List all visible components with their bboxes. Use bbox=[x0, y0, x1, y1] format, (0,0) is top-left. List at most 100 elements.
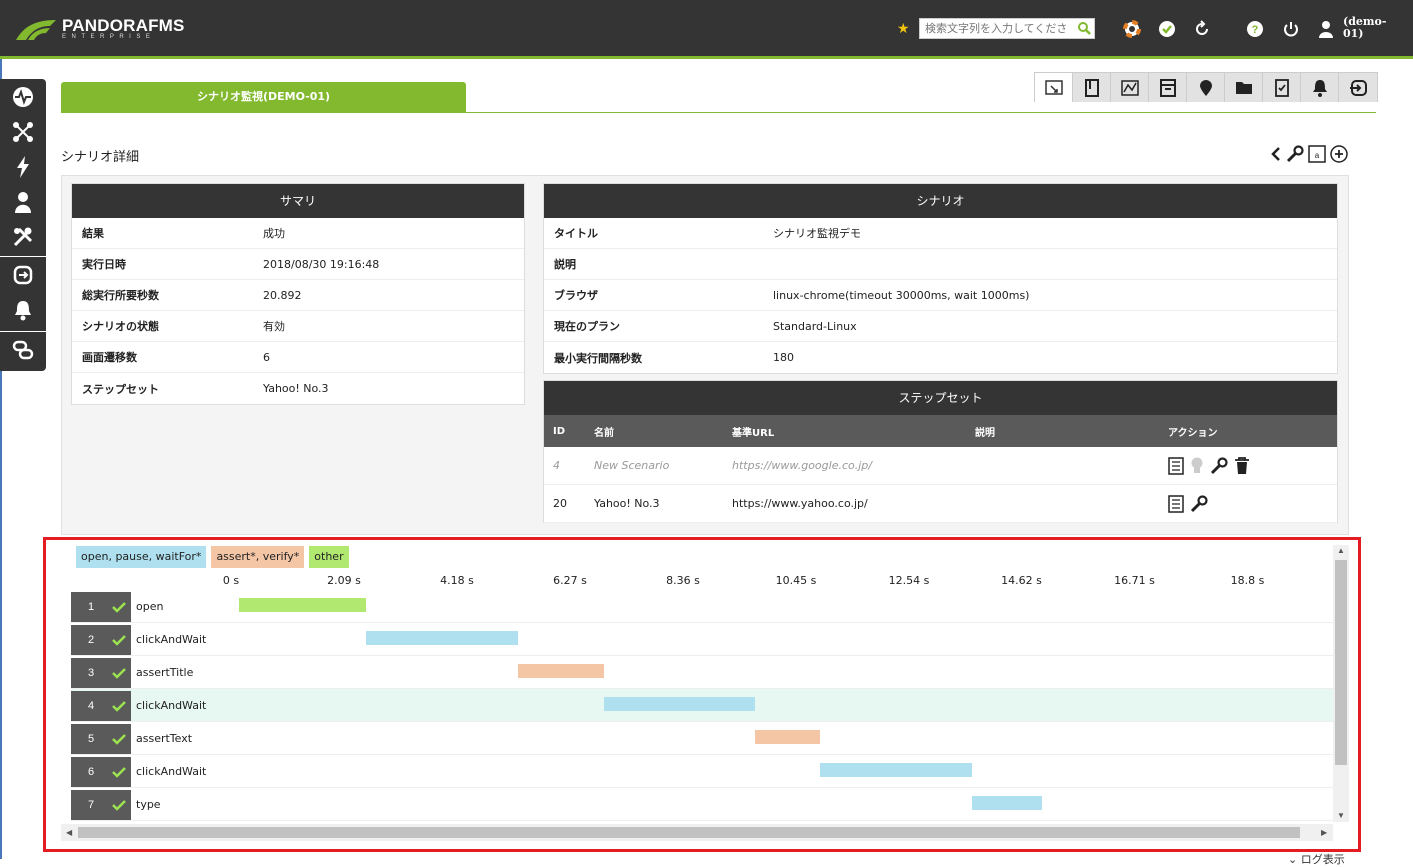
favorite-star-icon[interactable]: ★ bbox=[897, 20, 910, 36]
add-circle-icon[interactable] bbox=[1330, 145, 1348, 163]
back-chevron-icon[interactable] bbox=[1270, 146, 1282, 162]
sidebar-tools-icon[interactable] bbox=[10, 224, 36, 250]
scenario-panel: シナリオ タイトル シナリオ監視デモ 説明 ブラウザ linux-chrome(time… bbox=[543, 183, 1338, 374]
axis-tick-label: 10.45 s bbox=[775, 574, 817, 587]
info-row: 最小実行間隔秒数 180 bbox=[544, 342, 1337, 373]
user-icon[interactable] bbox=[1315, 18, 1337, 40]
lightbulb-icon[interactable] bbox=[1190, 457, 1204, 475]
gantt-bar[interactable] bbox=[820, 763, 972, 777]
sidebar-monitoring-icon[interactable] bbox=[10, 84, 36, 110]
delete-trash-icon[interactable] bbox=[1234, 456, 1250, 475]
sidebar-alerts-icon[interactable] bbox=[10, 297, 36, 323]
sidebar-links-icon[interactable] bbox=[10, 337, 36, 363]
gantt-row[interactable]: 6 clickAndWait bbox=[71, 755, 1333, 788]
scenario-heading: シナリオ bbox=[544, 184, 1337, 218]
tab-scenario-view-icon[interactable] bbox=[1035, 73, 1073, 102]
info-row: タイトル シナリオ監視デモ bbox=[544, 218, 1337, 249]
status-ok-icon[interactable] bbox=[1156, 18, 1178, 40]
gantt-highlight-frame bbox=[43, 537, 1361, 852]
lifebuoy-icon[interactable] bbox=[1121, 18, 1143, 40]
legend-item[interactable]: other bbox=[309, 546, 349, 568]
log-toggle[interactable]: ⌄ ログ表示 bbox=[1288, 851, 1345, 867]
info-value: 2018/08/30 19:16:48 bbox=[263, 257, 380, 271]
power-icon[interactable] bbox=[1280, 18, 1302, 40]
stepset-actions bbox=[1168, 456, 1337, 475]
screenshot-icon[interactable]: a bbox=[1308, 145, 1326, 163]
tab-book-icon[interactable] bbox=[1073, 73, 1111, 102]
logo[interactable]: PANDORAFMS ENTERPRISE bbox=[14, 16, 214, 44]
info-key: 総実行所要秒数 bbox=[82, 289, 159, 302]
vertical-scroll-thumb[interactable] bbox=[1335, 560, 1347, 765]
search-input[interactable] bbox=[920, 19, 1070, 38]
stepset-url: https://www.yahoo.co.jp/ bbox=[732, 497, 868, 510]
tab-alert-bell-icon[interactable] bbox=[1301, 73, 1339, 102]
step-command-name: open bbox=[136, 600, 164, 613]
stepset-row[interactable]: 20 Yahoo! No.3 https://www.yahoo.co.jp/ bbox=[544, 485, 1337, 523]
info-value: 180 bbox=[773, 351, 794, 364]
legend-item[interactable]: assert*, verify* bbox=[211, 546, 305, 568]
scroll-right-arrow-icon[interactable]: ▶ bbox=[1321, 828, 1328, 837]
step-number-cell: 5 bbox=[71, 724, 131, 754]
search-box[interactable] bbox=[919, 18, 1095, 39]
info-key: 実行日時 bbox=[82, 258, 126, 271]
gantt-legend: open, pause, waitFor* assert*, verify* oth… bbox=[76, 546, 349, 568]
axis-tick-label: 4.18 s bbox=[440, 574, 474, 587]
sidebar-extensions-icon[interactable] bbox=[10, 262, 36, 288]
gantt-bar[interactable] bbox=[239, 598, 367, 612]
user-label[interactable]: (demo-01) bbox=[1343, 15, 1387, 40]
info-value: シナリオ監視デモ bbox=[773, 227, 861, 240]
stepset-name: Yahoo! No.3 bbox=[594, 497, 660, 510]
tab-login-icon[interactable] bbox=[1339, 73, 1377, 102]
sidebar-events-icon[interactable] bbox=[10, 154, 36, 180]
gantt-bar[interactable] bbox=[971, 796, 1042, 810]
legend-item[interactable]: open, pause, waitFor* bbox=[76, 546, 207, 568]
tab-checklist-icon[interactable] bbox=[1263, 73, 1301, 102]
edit-wrench-icon[interactable] bbox=[1190, 494, 1208, 513]
tab-folder-icon[interactable] bbox=[1225, 73, 1263, 102]
tab-archive-icon[interactable] bbox=[1149, 73, 1187, 102]
info-row: 説明 bbox=[544, 249, 1337, 280]
stepset-heading: ステップセット bbox=[544, 381, 1337, 415]
gantt-bar[interactable] bbox=[604, 697, 756, 711]
col-url: 基準URL bbox=[732, 427, 775, 439]
tab-location-icon[interactable] bbox=[1187, 73, 1225, 102]
step-number: 3 bbox=[87, 667, 95, 679]
tab-graph-icon[interactable] bbox=[1111, 73, 1149, 102]
svg-text:a: a bbox=[1315, 151, 1320, 160]
stepset-row[interactable]: 4 New Scenario https://www.google.co.jp/ bbox=[544, 447, 1337, 485]
step-number: 5 bbox=[87, 733, 95, 745]
edit-wrench-icon[interactable] bbox=[1210, 456, 1228, 475]
info-key: 現在のプラン bbox=[554, 320, 620, 333]
sidebar-topology-icon[interactable] bbox=[10, 119, 36, 145]
gantt-row[interactable]: 2 clickAndWait bbox=[71, 623, 1333, 656]
sidebar-users-icon[interactable] bbox=[10, 189, 36, 215]
scroll-down-arrow-icon[interactable]: ▼ bbox=[1337, 811, 1345, 820]
gantt-bar[interactable] bbox=[755, 730, 821, 744]
gantt-row[interactable]: 5 assertText bbox=[71, 722, 1333, 755]
page-title-tab[interactable]: シナリオ監視(DEMO-01) bbox=[61, 82, 466, 112]
help-icon[interactable]: ? bbox=[1244, 18, 1266, 40]
details-list-icon[interactable] bbox=[1168, 456, 1184, 475]
axis-tick-label: 2.09 s bbox=[327, 574, 361, 587]
axis-tick-label: 14.62 s bbox=[1001, 574, 1042, 587]
gantt-row[interactable] bbox=[71, 821, 1333, 822]
scroll-up-arrow-icon[interactable]: ▲ bbox=[1337, 546, 1345, 555]
info-row: ステップセット Yahoo! No.3 bbox=[72, 373, 524, 404]
tab-underline bbox=[61, 112, 1376, 113]
search-icon[interactable] bbox=[1077, 21, 1091, 35]
refresh-icon[interactable] bbox=[1191, 18, 1213, 40]
scroll-left-arrow-icon[interactable]: ◀ bbox=[66, 828, 73, 837]
gantt-row[interactable]: 7 type bbox=[71, 788, 1333, 821]
step-ok-check-icon bbox=[112, 701, 126, 712]
gantt-row[interactable]: 1 open bbox=[71, 590, 1333, 623]
gantt-row[interactable]: 3 assertTitle bbox=[71, 656, 1333, 689]
gantt-row[interactable]: 4 clickAndWait bbox=[71, 689, 1333, 722]
wrench-icon[interactable] bbox=[1286, 145, 1304, 163]
gantt-bar[interactable] bbox=[517, 664, 605, 678]
info-value: 20.892 bbox=[263, 288, 302, 302]
axis-tick-label: 8.36 s bbox=[666, 574, 700, 587]
details-list-icon[interactable] bbox=[1168, 494, 1184, 513]
horizontal-scroll-thumb[interactable] bbox=[78, 827, 1300, 838]
gantt-bar[interactable] bbox=[366, 631, 518, 645]
step-number-cell: 2 bbox=[71, 625, 131, 655]
